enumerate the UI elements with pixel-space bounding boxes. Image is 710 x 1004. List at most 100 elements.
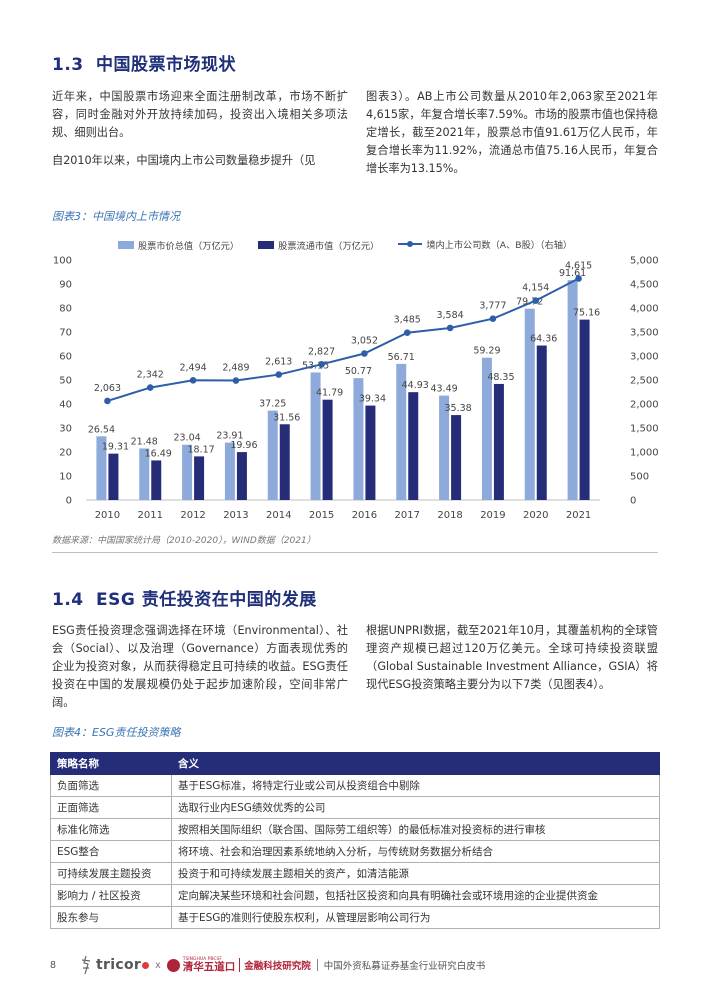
bar-data-label: 35.38 (444, 403, 471, 414)
bar (481, 357, 492, 500)
section-title: 中国股票市场现状 (96, 55, 236, 75)
section-1-4-heading: 1.4 ESG 责任投资在中国的发展 (52, 585, 317, 610)
section-1-3-left-column: 近年来，中国股票市场迎来全面注册制改革，市场不断扩容，同时金融对外开放持续加码，… (52, 88, 348, 180)
strategy-name-cell: 影响力 / 社区投资 (50, 884, 172, 907)
y-right-tick-label: 500 (630, 472, 649, 483)
section-divider (52, 552, 658, 553)
figure-4-caption: 图表4：ESG责任投资策略 (52, 726, 181, 739)
logo-divider (239, 958, 241, 972)
line-point (446, 324, 454, 332)
bar-data-label: 48.35 (487, 372, 514, 383)
strategy-name-cell: 股东参与 (50, 906, 172, 929)
line-data-label: 2,827 (308, 346, 335, 357)
strategy-meaning-cell: 投资于和可持续发展主题相关的资产，如清洁能源 (171, 862, 660, 885)
y-right-tick-label: 3,500 (630, 328, 659, 339)
y-right-tick-label: 1,000 (630, 448, 659, 459)
bar-data-label: 64.36 (530, 334, 557, 345)
bar (322, 399, 333, 500)
paragraph: 图表3）。AB上市公司数量从2010年2,063家至2021年4,615家，年复… (366, 90, 658, 175)
bar-data-label: 56.71 (388, 352, 415, 363)
y-right-tick-label: 2,500 (630, 376, 659, 387)
table-row: 标准化筛选 按照相关国际组织（联合国、国际劳工组织等）的最低标准对投资标的进行审… (50, 818, 660, 841)
bar-data-label: 44.93 (402, 380, 429, 391)
bar-data-label: 18.17 (187, 444, 214, 455)
table-row: ESG整合 将环境、社会和治理因素系统地纳入分析，与传统财务数据分析结合 (50, 840, 660, 863)
line-point (275, 371, 283, 378)
legend-swatch-icon (118, 241, 134, 249)
line-point (146, 384, 154, 391)
bar-data-label: 59.29 (473, 346, 500, 357)
bar (536, 345, 547, 500)
y-right-tick-label: 1,500 (630, 424, 659, 435)
page-footer: 8 tricor x TSINGHUA PBCSF 清华五道口 金融科技研究院 … (50, 952, 660, 978)
bar-data-label: 50.77 (345, 366, 372, 377)
line-point (361, 350, 368, 357)
x-tick-label: 2011 (138, 510, 163, 521)
bar (182, 444, 193, 500)
line-point (189, 376, 197, 384)
tsinghua-logo-sub: TSINGHUA PBCSF (182, 956, 222, 962)
y-right-tick-label: 5,000 (630, 256, 659, 267)
y-left-tick-label: 60 (59, 352, 72, 363)
line-point (489, 315, 497, 323)
strategy-meaning-cell: 基于ESG的准则行使股东权利，从管理层影响公司行为 (171, 906, 660, 929)
line-point (104, 397, 111, 405)
strategy-name-cell: 标准化筛选 (50, 818, 172, 841)
strategy-name-cell: 正面筛选 (50, 796, 172, 819)
x-tick-label: 2019 (480, 510, 505, 521)
bar-data-label: 23.91 (216, 431, 243, 442)
strategy-meaning-cell: 基于ESG标准，将特定行业或公司从投资组合中剔除 (171, 774, 660, 797)
logo-separator: x (155, 959, 161, 971)
bar (408, 392, 419, 500)
chart-legend: 股票市价总值（万亿元） 股票流通市值（万亿元） 境内上市公司数（A、B股）（右轴… (118, 234, 678, 253)
bar (493, 383, 504, 500)
paragraph: 近年来，中国股票市场迎来全面注册制改革，市场不断扩容，同时金融对外开放持续加码，… (52, 90, 348, 139)
figure-3-source: 数据来源：中国国家统计局（2010-2020），WIND数据（2021） (52, 536, 316, 546)
line-point (403, 329, 411, 337)
section-1-4-left-column: ESG责任投资理念强调选择在环境（Environmental）、社会（Socia… (52, 622, 348, 722)
y-right-tick-label: 3,000 (630, 352, 659, 363)
bar (267, 410, 278, 500)
fintech-institute-logo: 金融科技研究院 (244, 961, 311, 972)
bar-data-label: 43.49 (430, 384, 457, 395)
x-tick-label: 2010 (95, 510, 120, 521)
tricor-dot-icon (142, 961, 150, 969)
y-right-tick-label: 4,000 (630, 304, 659, 315)
line-data-label: 4,154 (522, 283, 549, 294)
paragraph: ESG责任投资理念强调选择在环境（Environmental）、社会（Socia… (52, 624, 348, 709)
y-left-tick-label: 0 (66, 496, 72, 507)
line-data-label: 3,584 (436, 310, 463, 321)
bar (365, 405, 376, 500)
bar (353, 378, 364, 500)
legend-label: 股票市价总值（万亿元） (138, 241, 240, 252)
bar-data-label: 19.96 (230, 440, 257, 451)
x-tick-label: 2014 (266, 510, 291, 521)
y-left-tick-label: 20 (59, 448, 72, 459)
legend-item: 境内上市公司数（A、B股）（右轴） (398, 237, 572, 251)
table-row: 股东参与 基于ESG的准则行使股东权利，从管理层影响公司行为 (50, 906, 660, 929)
legend-line-marker-icon (398, 241, 423, 247)
x-tick-label: 2020 (523, 510, 548, 521)
strategy-name-cell: ESG整合 (50, 840, 172, 863)
y-left-tick-label: 100 (53, 256, 72, 267)
y-left-tick-label: 50 (59, 376, 72, 387)
line-point (318, 361, 325, 368)
y-left-tick-label: 70 (59, 328, 72, 339)
bar (96, 436, 107, 500)
tsinghua-logo-block: TSINGHUA PBCSF 清华五道口 (182, 956, 236, 973)
y-right-tick-label: 2,000 (630, 400, 659, 411)
column-header: 策略名称 (50, 752, 172, 775)
bar-data-label: 26.54 (88, 424, 115, 435)
paragraph: 自2010年以来，中国境内上市公司数量稳步提升（见 (52, 154, 316, 167)
y-left-tick-label: 90 (59, 280, 72, 291)
legend-label: 境内上市公司数（A、B股）（右轴） (426, 240, 573, 251)
bar-data-label: 21.48 (131, 436, 158, 447)
x-tick-label: 2016 (352, 510, 377, 521)
line-data-label: 2,342 (137, 370, 164, 381)
bar (236, 452, 247, 500)
footer-title: 中国外资私募证券基金行业研究白皮书 (323, 961, 486, 972)
bar-data-label: 31.56 (273, 412, 300, 423)
y-left-tick-label: 80 (59, 304, 72, 315)
bar-data-label: 91.61 (559, 268, 586, 279)
bar-data-label: 37.25 (259, 399, 286, 410)
